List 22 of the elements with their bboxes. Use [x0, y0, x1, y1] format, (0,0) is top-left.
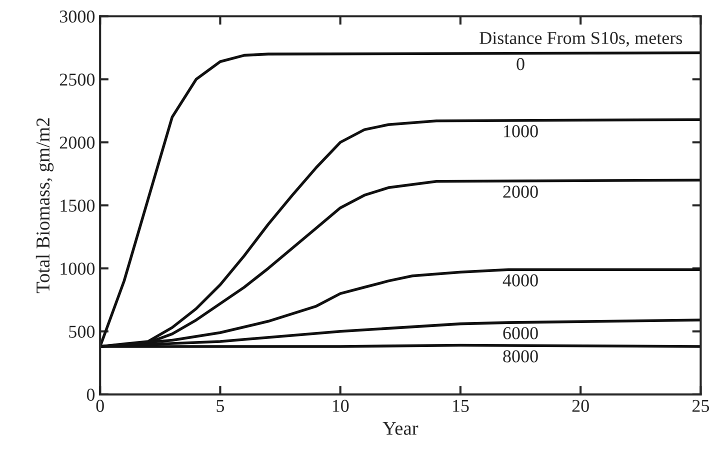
- x-tick-label: 20: [572, 400, 589, 412]
- x-tick-label: 15: [453, 400, 469, 412]
- y-tick-label: 1500: [60, 200, 95, 212]
- y-tick-label: 0: [86, 388, 95, 401]
- series-label: 6000: [503, 327, 538, 340]
- x-axis-title: Year: [382, 422, 418, 435]
- x-tick-label: 10: [332, 400, 349, 412]
- y-tick-label: 3000: [60, 10, 95, 23]
- y-tick-label: 2000: [60, 136, 95, 149]
- series-label: 8000: [503, 350, 538, 362]
- x-tick-label: 25: [692, 400, 710, 412]
- series-label: 1000: [504, 125, 538, 138]
- series-label: 2000: [503, 186, 538, 198]
- series-label: 0: [516, 58, 524, 70]
- x-tick-label: 0: [96, 400, 104, 412]
- y-axis-title: Total Biomass, gm/m2: [36, 118, 54, 294]
- y-tick-label: 500: [69, 326, 95, 338]
- series-label: 4000: [502, 274, 538, 286]
- legend-title: Distance From S10s, meters: [480, 32, 682, 47]
- x-tick-label: 5: [216, 400, 224, 412]
- y-tick-label: 1000: [60, 262, 95, 275]
- y-tick-label: 2500: [60, 74, 95, 86]
